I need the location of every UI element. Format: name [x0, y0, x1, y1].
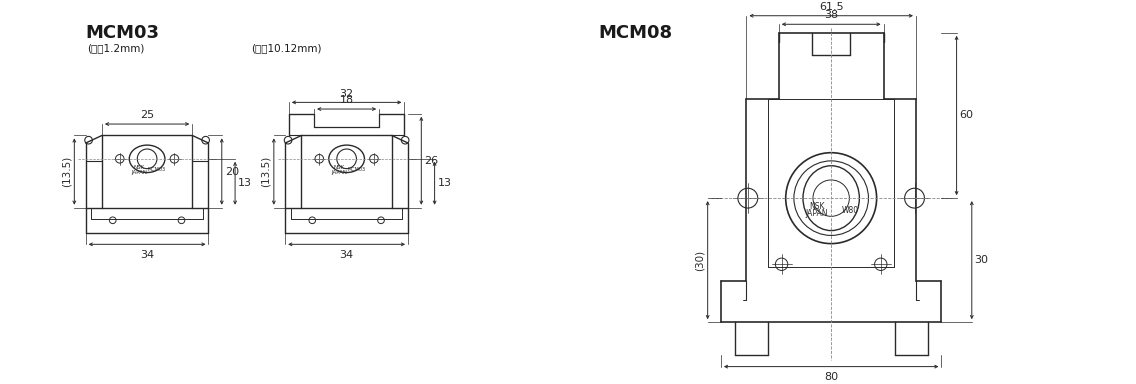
Text: NSK: NSK [809, 202, 825, 212]
Text: (導程1.2mm): (導程1.2mm) [87, 43, 144, 53]
Text: 18: 18 [340, 95, 353, 105]
Text: (導程10.12mm): (導程10.12mm) [251, 43, 323, 53]
Text: 38: 38 [824, 10, 838, 20]
Text: (13.5): (13.5) [261, 156, 272, 187]
Text: 32: 32 [340, 89, 353, 99]
Text: 60: 60 [960, 111, 974, 121]
Text: JAPAN: JAPAN [331, 170, 346, 175]
Text: 25: 25 [140, 110, 154, 120]
Text: MCM03: MCM03 [148, 167, 166, 172]
Text: 13: 13 [237, 178, 252, 188]
Text: 80: 80 [824, 372, 838, 382]
Text: MCM03: MCM03 [85, 24, 159, 42]
Text: MCM03: MCM03 [348, 167, 365, 172]
Text: MCM08: MCM08 [599, 24, 673, 42]
Text: (13.5): (13.5) [61, 156, 72, 187]
Text: 13: 13 [437, 178, 451, 188]
Text: JAPAN: JAPAN [132, 170, 148, 175]
Text: 26: 26 [424, 156, 438, 166]
Text: 30: 30 [975, 255, 988, 265]
Text: 61.5: 61.5 [819, 2, 844, 12]
Text: NSK: NSK [334, 166, 344, 170]
Text: (30): (30) [695, 250, 704, 271]
Text: JAPAN: JAPAN [805, 209, 828, 218]
Text: W80: W80 [842, 206, 859, 215]
Text: 20: 20 [225, 167, 239, 177]
Text: 34: 34 [340, 250, 353, 260]
Text: NSK: NSK [134, 166, 145, 170]
Text: 34: 34 [140, 250, 154, 260]
